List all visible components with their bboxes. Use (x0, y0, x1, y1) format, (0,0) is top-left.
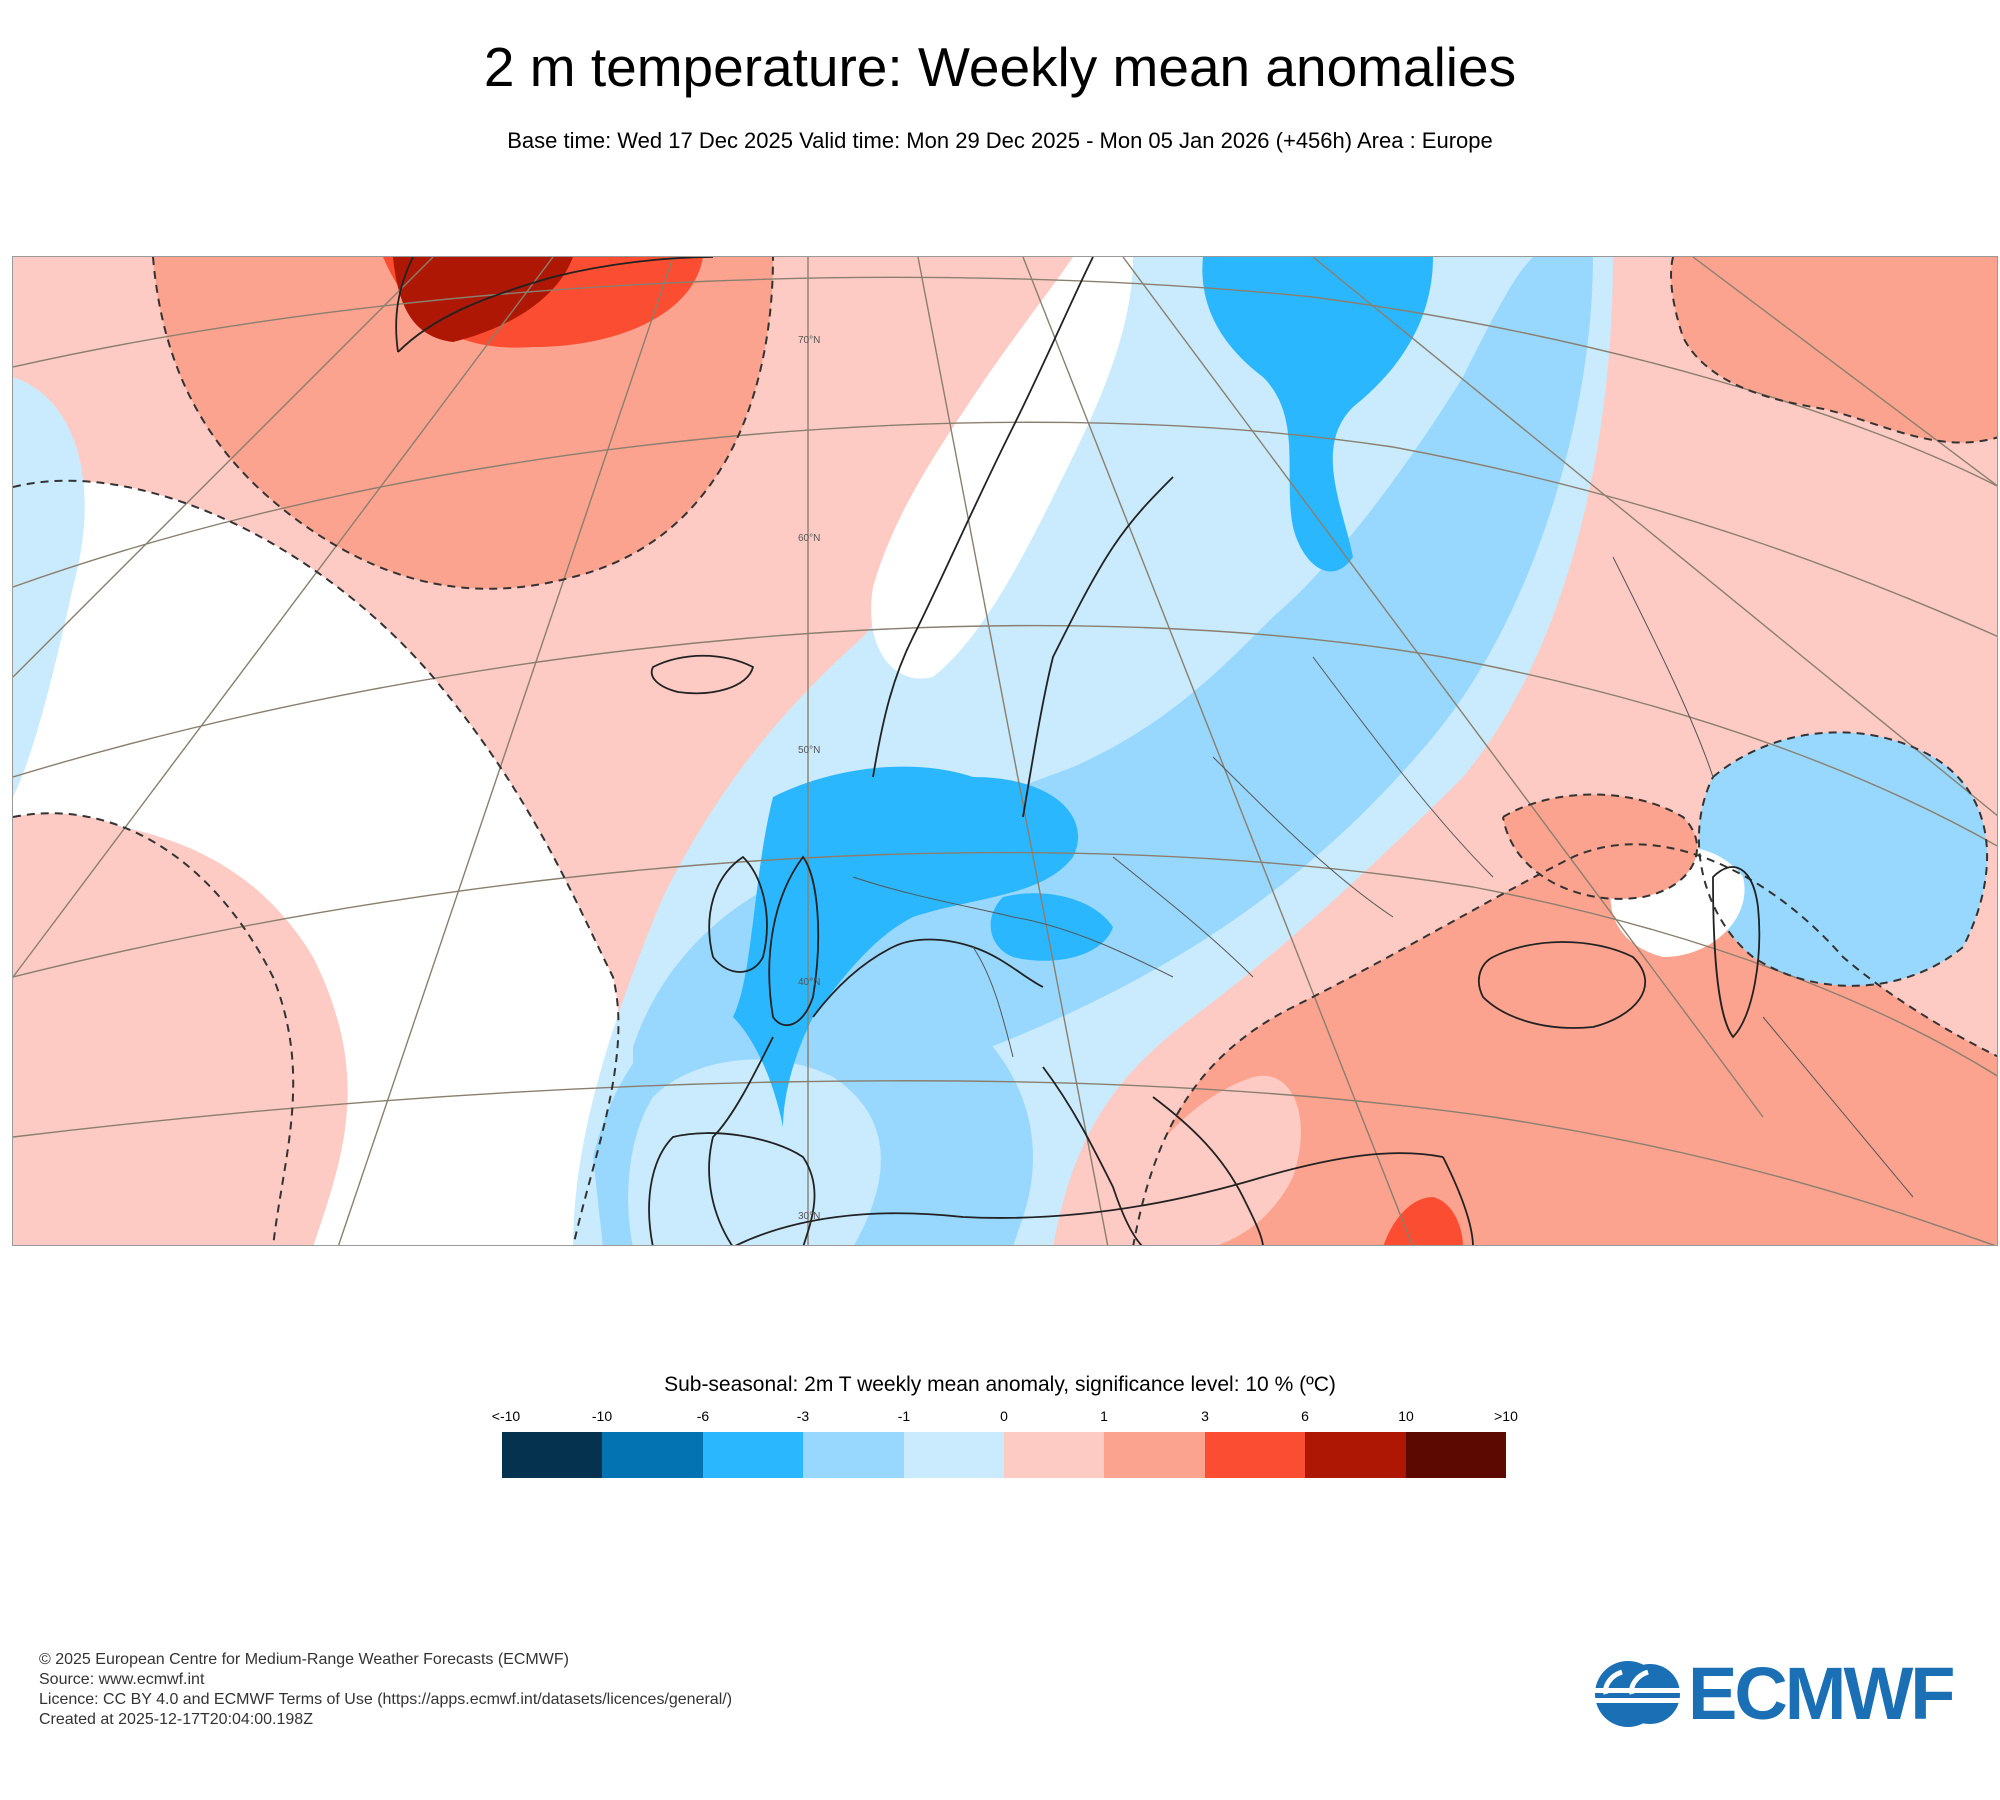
colorbar-legend: <-10 -10 -6 -3 -1 0 1 3 6 10 >10 (492, 1408, 1518, 1478)
lat-label-30: 30°N (798, 1211, 820, 1222)
page-title: 2 m temperature: Weekly mean anomalies (483, 36, 1517, 98)
legend-swatch (702, 1432, 804, 1478)
field-centralasia-cool (1698, 732, 1988, 986)
page-subtitle: Base time: Wed 17 Dec 2025 Valid time: M… (507, 128, 1493, 153)
significance-contours (13, 257, 1997, 1245)
footer-credits: © 2025 European Centre for Medium-Range … (39, 1650, 732, 1730)
field-libya-warm (1103, 1075, 1301, 1245)
legend-swatch (502, 1432, 603, 1478)
field-russia-cold (1202, 257, 1433, 572)
map-canvas: 70°N 60°N 50°N 40°N 30°N (13, 257, 1997, 1245)
legend-tick: -3 (796, 1408, 810, 1424)
legend-tick: -6 (696, 1408, 710, 1424)
legend-tick: <-10 (491, 1408, 521, 1424)
ecmwf-logo: ECMWF (1592, 1652, 1972, 1735)
lat-label-70: 70°N (798, 335, 820, 346)
graticule (13, 257, 1997, 1245)
legend-tick: 3 (1201, 1408, 1209, 1424)
copyright-text: © 2025 European Centre for Medium-Range … (39, 1651, 569, 1668)
borders (852, 556, 1914, 1198)
lat-label-50: 50°N (798, 745, 820, 756)
field-siberia-warm (1671, 257, 1997, 443)
field-sahara-warmest (1383, 1197, 1463, 1245)
legend-tick: -10 (591, 1408, 613, 1424)
field-turkey-warm (1309, 1009, 1621, 1220)
legend-swatch (803, 1432, 904, 1478)
legend-tick: 1 (1100, 1408, 1108, 1424)
ecmwf-logo-mark-icon (1592, 1661, 1680, 1727)
ecmwf-logo-text: ECMWF (1688, 1652, 1955, 1735)
legend-swatch (602, 1432, 703, 1478)
field-sw-warm (13, 813, 294, 1245)
legend-ticks: <-10 -10 -6 -3 -1 0 1 3 6 10 >10 (492, 1408, 1518, 1432)
source-text: Source: www.ecmwf.int (39, 1671, 205, 1688)
field-greenland-warm (153, 257, 773, 589)
field-atlantic-neutral (13, 480, 619, 1245)
field-africa-cool (628, 1059, 881, 1245)
field-blacksea-warm (1503, 794, 1698, 899)
anomaly-map: 70°N 60°N 50°N 40°N 30°N (12, 256, 1998, 1246)
created-text: Created at 2025-12-17T20:04:00.198Z (39, 1711, 313, 1728)
legend-swatch (1405, 1432, 1507, 1478)
field-west-cool (13, 377, 85, 797)
lat-label-60: 60°N (798, 533, 820, 544)
legend-tick: 0 (1000, 1408, 1008, 1424)
coastlines (395, 257, 1761, 1245)
legend-tick: >10 (1494, 1408, 1518, 1424)
licence-text: Licence: CC BY 4.0 and ECMWF Terms of Us… (39, 1691, 733, 1708)
field-poland-cold (990, 893, 1113, 961)
legend-swatch (903, 1432, 1005, 1478)
legend-tick: 10 (1398, 1408, 1414, 1424)
legend-swatch (1004, 1432, 1105, 1478)
legend-swatch (1204, 1432, 1306, 1478)
legend-swatch (1104, 1432, 1205, 1478)
legend-colorbar (502, 1432, 1507, 1478)
legend-tick: -1 (897, 1408, 911, 1424)
legend-title: Sub-seasonal: 2m T weekly mean anomaly, … (664, 1373, 1336, 1396)
legend-swatch (1305, 1432, 1406, 1478)
legend-tick: 6 (1301, 1408, 1309, 1424)
lat-label-40: 40°N (798, 977, 820, 988)
field-scandinavia-neutral (871, 257, 1133, 679)
